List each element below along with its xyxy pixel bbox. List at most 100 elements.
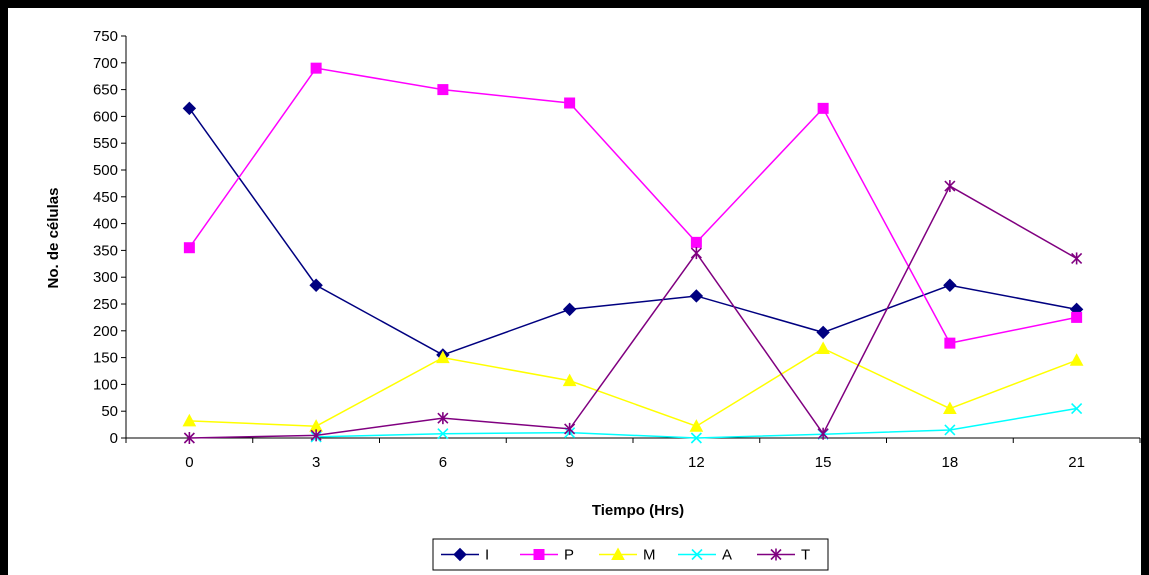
x-tick-label: 21 bbox=[1068, 454, 1085, 471]
triangle-marker bbox=[436, 350, 450, 364]
data-point bbox=[690, 247, 702, 260]
x-marker-stroke bbox=[691, 548, 703, 561]
square-marker bbox=[183, 242, 195, 254]
data-point bbox=[943, 401, 957, 415]
data-point bbox=[690, 236, 702, 248]
square-marker bbox=[1071, 311, 1083, 323]
y-tick-label: 150 bbox=[93, 350, 118, 367]
legend-item: P bbox=[520, 547, 574, 564]
y-tick-label: 250 bbox=[93, 296, 118, 313]
series-line bbox=[189, 347, 1077, 428]
legend-marker bbox=[611, 547, 625, 560]
y-tick-label: 400 bbox=[93, 216, 118, 233]
legend-item: T bbox=[757, 547, 810, 564]
y-tick-label: 700 bbox=[93, 55, 118, 72]
y-tick-label: 0 bbox=[110, 430, 118, 447]
data-point bbox=[309, 278, 323, 292]
data-point bbox=[689, 419, 704, 432]
legend-label: A bbox=[722, 547, 732, 564]
series-M bbox=[182, 341, 1084, 432]
square-marker bbox=[944, 337, 956, 349]
x-tick-label: 0 bbox=[185, 454, 193, 471]
y-tick-label: 750 bbox=[93, 28, 118, 45]
x-marker-stroke bbox=[944, 424, 956, 436]
series-P bbox=[183, 62, 1083, 349]
data-point bbox=[944, 424, 956, 436]
legend-marker bbox=[770, 548, 782, 561]
y-tick-label: 650 bbox=[93, 82, 118, 99]
legend-label: M bbox=[643, 547, 656, 564]
data-point bbox=[690, 432, 702, 444]
y-tick-label: 350 bbox=[93, 242, 118, 259]
data-point bbox=[943, 278, 957, 292]
triangle-marker bbox=[943, 401, 957, 415]
series-layer bbox=[182, 62, 1084, 444]
diamond-marker bbox=[689, 289, 704, 303]
series-I bbox=[182, 101, 1084, 362]
data-point bbox=[562, 302, 577, 317]
legend-item: A bbox=[678, 547, 732, 564]
y-tick-label: 300 bbox=[93, 269, 118, 286]
square-marker bbox=[437, 84, 449, 96]
x-axis-title: Tiempo (Hrs) bbox=[592, 502, 684, 519]
y-axis-title: No. de células bbox=[45, 188, 62, 289]
legend-label: P bbox=[564, 547, 574, 564]
x-tick-label: 9 bbox=[565, 454, 573, 471]
square-marker bbox=[533, 549, 545, 560]
chart-area: 0 50 100 150 200 250 300 350 400 450 500 550 600 650 7… bbox=[8, 8, 1141, 575]
legend-label: I bbox=[485, 547, 489, 564]
data-point bbox=[816, 325, 830, 340]
x-tick-label: 3 bbox=[312, 454, 320, 471]
line-chart: 0501001502002503003504004505005506006507… bbox=[45, 28, 1141, 571]
diamond-marker bbox=[943, 278, 957, 292]
data-point bbox=[1071, 311, 1083, 323]
diamond-marker bbox=[309, 278, 323, 292]
series-line bbox=[189, 185, 1077, 439]
diamond-marker bbox=[453, 547, 467, 562]
data-point bbox=[816, 341, 830, 354]
data-point bbox=[437, 428, 449, 440]
data-point bbox=[436, 350, 450, 364]
legend-marker bbox=[453, 547, 467, 562]
x-marker-stroke bbox=[437, 428, 449, 440]
triangle-marker bbox=[611, 547, 625, 560]
data-point bbox=[183, 242, 195, 254]
legend-marker bbox=[533, 549, 545, 560]
axes: 0501001502002503003504004505005506006507… bbox=[93, 28, 1141, 471]
data-point bbox=[310, 62, 322, 74]
data-point bbox=[564, 422, 576, 435]
data-point bbox=[944, 180, 956, 193]
square-marker bbox=[564, 97, 576, 109]
data-point bbox=[1069, 353, 1084, 366]
data-point bbox=[817, 427, 829, 440]
data-point bbox=[182, 413, 197, 427]
data-point bbox=[689, 289, 704, 303]
data-point bbox=[1071, 402, 1083, 415]
x-tick-label: 15 bbox=[815, 454, 832, 471]
y-tick-label: 600 bbox=[93, 108, 118, 125]
y-tick-label: 450 bbox=[93, 189, 118, 206]
y-tick-label: 550 bbox=[93, 135, 118, 152]
x-tick-label: 6 bbox=[439, 454, 447, 471]
square-marker bbox=[817, 102, 829, 114]
data-point bbox=[817, 102, 829, 114]
square-marker bbox=[690, 236, 702, 248]
diamond-marker bbox=[182, 101, 197, 116]
triangle-marker bbox=[816, 341, 830, 354]
y-tick-label: 500 bbox=[93, 162, 118, 179]
data-point bbox=[562, 373, 577, 387]
x-marker-stroke bbox=[1071, 402, 1083, 415]
legend-item: M bbox=[599, 547, 656, 564]
x-tick-label: 12 bbox=[688, 454, 705, 471]
data-point bbox=[944, 337, 956, 349]
data-point bbox=[564, 97, 576, 109]
y-tick-label: 100 bbox=[93, 376, 118, 393]
data-point bbox=[1071, 252, 1083, 265]
x-tick-label: 18 bbox=[942, 454, 959, 471]
y-tick-label: 200 bbox=[93, 323, 118, 340]
legend-item: I bbox=[441, 547, 489, 564]
triangle-marker bbox=[1069, 353, 1084, 366]
triangle-marker bbox=[182, 413, 197, 427]
